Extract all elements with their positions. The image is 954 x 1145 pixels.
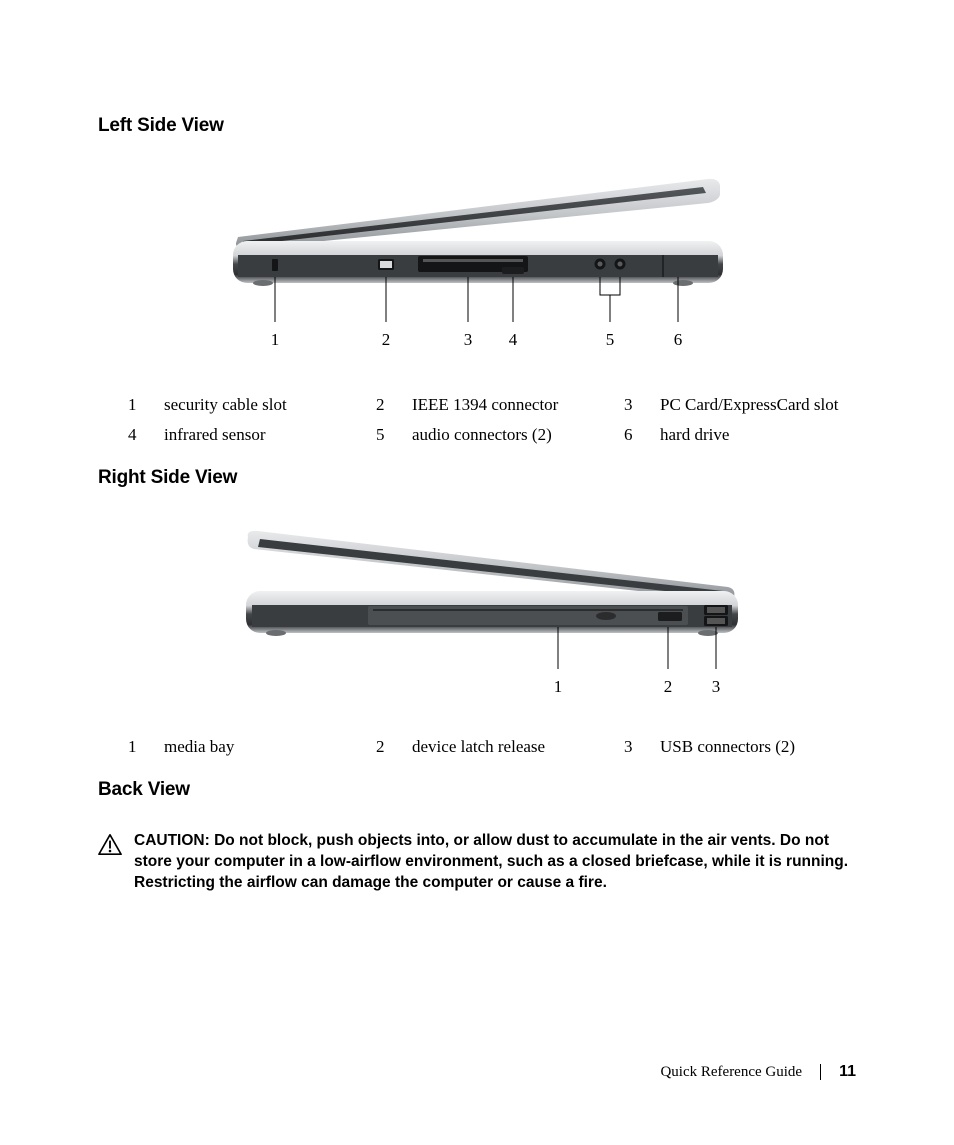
legend-number: 5 bbox=[376, 425, 400, 445]
legend-label: security cable slot bbox=[164, 395, 364, 415]
diagram-right-side: 123 bbox=[218, 519, 778, 719]
legend-label: infrared sensor bbox=[164, 425, 364, 445]
legend-number: 3 bbox=[624, 737, 648, 757]
legend-number: 2 bbox=[376, 737, 400, 757]
legend-label: PC Card/ExpressCard slot bbox=[660, 395, 860, 415]
heading-right-side-view: Right Side View bbox=[98, 467, 856, 489]
legend-number: 4 bbox=[128, 425, 152, 445]
legend-label: media bay bbox=[164, 737, 364, 757]
caution-label: CAUTION: bbox=[134, 832, 210, 849]
footer-divider bbox=[820, 1064, 821, 1080]
laptop-right-illustration bbox=[218, 519, 778, 719]
legend-label: IEEE 1394 connector bbox=[412, 395, 612, 415]
legend-number: 1 bbox=[128, 395, 152, 415]
legend-left: 1 security cable slot 2 IEEE 1394 connector… bbox=[128, 395, 856, 445]
legend-right: 1media bay2device latch release3USB conn… bbox=[128, 737, 856, 757]
footer-title: Quick Reference Guide bbox=[660, 1064, 802, 1081]
page-content: Left Side View bbox=[98, 115, 856, 894]
legend-number: 6 bbox=[624, 425, 648, 445]
legend-number: 3 bbox=[624, 395, 648, 415]
page-footer: Quick Reference Guide 11 bbox=[660, 1063, 856, 1081]
caution-block: CAUTION: Do not block, push objects into… bbox=[98, 831, 856, 894]
legend-number: 2 bbox=[376, 395, 400, 415]
legend-number: 1 bbox=[128, 737, 152, 757]
caution-text: CAUTION: Do not block, push objects into… bbox=[134, 831, 856, 894]
footer-page-number: 11 bbox=[839, 1063, 856, 1081]
caution-icon bbox=[98, 833, 122, 857]
heading-left-side-view: Left Side View bbox=[98, 115, 856, 137]
legend-label: USB connectors (2) bbox=[660, 737, 860, 757]
legend-label: hard drive bbox=[660, 425, 860, 445]
laptop-left-illustration bbox=[188, 167, 748, 377]
heading-back-view: Back View bbox=[98, 779, 856, 801]
legend-label: audio connectors (2) bbox=[412, 425, 612, 445]
legend-label: device latch release bbox=[412, 737, 612, 757]
diagram-left-side: 123456 bbox=[188, 167, 748, 377]
caution-body: Do not block, push objects into, or allo… bbox=[134, 832, 848, 891]
